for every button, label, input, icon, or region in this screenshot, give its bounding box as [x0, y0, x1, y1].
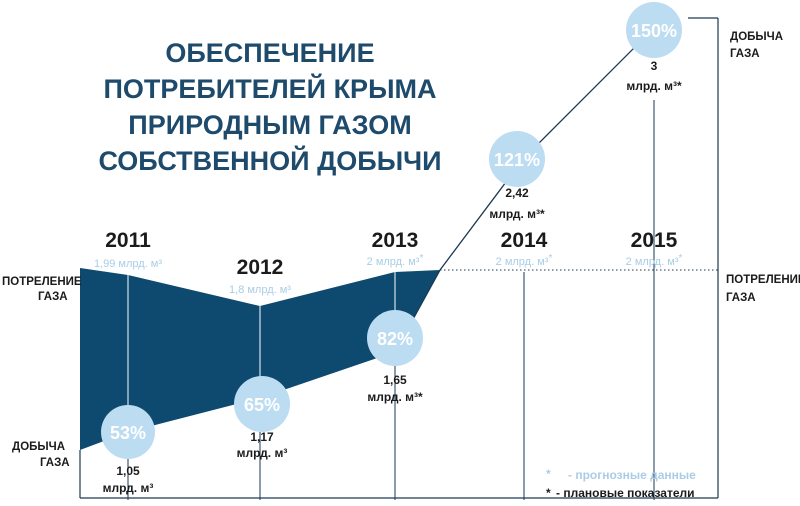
- production-label-right-1: ДОБЫЧА: [730, 31, 783, 43]
- production-label-left-1: ДОБЫЧА: [12, 441, 65, 453]
- year-group-2011: 2011 1,99 млрд. м³ 53% 1,05 млрд. м³: [94, 229, 162, 500]
- production-unit-2014: млрд. м³*: [489, 207, 545, 221]
- percent-label-2011: 53%: [110, 423, 146, 443]
- legend: * - прогнозные данные * - плановые показ…: [546, 467, 696, 500]
- production-unit-2015: млрд. м³*: [626, 79, 682, 93]
- production-value-2013: 1,65: [383, 373, 407, 387]
- title-line-3: ПРИРОДНЫМ ГАЗОМ: [128, 110, 411, 140]
- consumption-label-left-2: ГАЗА: [38, 291, 68, 303]
- legend-forecast-text: - прогнозные данные: [568, 468, 696, 482]
- consumption-label-right-2: ГАЗА: [726, 292, 756, 304]
- production-unit-2012: млрд. м³: [237, 446, 288, 460]
- chart-frame: [79, 17, 719, 499]
- title-line-4: СОБСТВЕННОЙ ДОБЫЧИ: [98, 145, 441, 176]
- year-label-2012: 2012: [237, 256, 284, 279]
- consumption-label-2013: 2 млрд. м³*: [367, 253, 424, 268]
- production-unit-2013: млрд. м³*: [367, 390, 423, 404]
- forecast-star-2015: *: [678, 253, 682, 264]
- consumption-label-left-1: ПОТРЕЛЕНИЕ: [2, 276, 82, 288]
- percent-bubble-2012: [234, 376, 290, 432]
- consumption-label-2015: 2 млрд. м³*: [626, 253, 683, 268]
- percent-bubble-2014: [489, 131, 545, 187]
- consumption-label-2012: 1,8 млрд. м³: [229, 284, 291, 296]
- production-unit-2011: млрд. м³: [103, 481, 154, 495]
- legend-forecast-star: *: [546, 467, 551, 481]
- consumption-label-2011: 1,99 млрд. м³: [94, 258, 162, 270]
- year-label-2015: 2015: [631, 229, 678, 252]
- year-columns: 2011 1,99 млрд. м³ 53% 1,05 млрд. м³ 2012 1,8 …: [94, 2, 682, 500]
- percent-label-2015: 150%: [631, 21, 677, 41]
- percent-label-2014: 121%: [494, 150, 540, 170]
- percent-label-2013: 82%: [377, 329, 413, 349]
- title-line-2: ПОТРЕБИТЕЛЕЙ КРЫМА: [103, 73, 436, 104]
- consumption-label-2014: 2 млрд. м³*: [496, 253, 553, 268]
- production-label-left-2: ГАЗА: [40, 457, 70, 469]
- year-label-2013: 2013: [372, 229, 419, 252]
- percent-label-2012: 65%: [244, 395, 280, 415]
- percent-bubble-2011: [101, 405, 155, 459]
- forecast-star-2014: *: [548, 253, 552, 264]
- year-group-2012: 2012 1,8 млрд. м³ 65% 1,17 млрд. м³: [229, 256, 291, 500]
- year-label-2011: 2011: [105, 229, 151, 252]
- forecast-star-2013: *: [419, 253, 423, 264]
- production-growth-line: [394, 27, 655, 353]
- legend-planned-text: - плановые показатели: [556, 486, 695, 500]
- production-value-2014: 2,42: [505, 186, 529, 200]
- year-label-2014: 2014: [501, 229, 548, 252]
- production-value-2012: 1,17: [250, 430, 274, 444]
- title-line-1: ОБЕСПЕЧЕНИЕ: [165, 38, 374, 68]
- consumption-label-right-1: ПОТРЕЛЕНИЕ: [726, 274, 800, 286]
- percent-bubble-2015: [626, 2, 682, 58]
- percent-bubble-2013: [367, 310, 423, 366]
- production-label-right-2: ГАЗА: [730, 48, 760, 60]
- production-value-2011: 1,05: [116, 464, 140, 478]
- chart-title: ОБЕСПЕЧЕНИЕ ПОТРЕБИТЕЛЕЙ КРЫМА ПРИРОДНЫМ…: [98, 38, 441, 176]
- legend-planned-star: *: [546, 486, 551, 500]
- production-value-2015: 3: [651, 59, 658, 73]
